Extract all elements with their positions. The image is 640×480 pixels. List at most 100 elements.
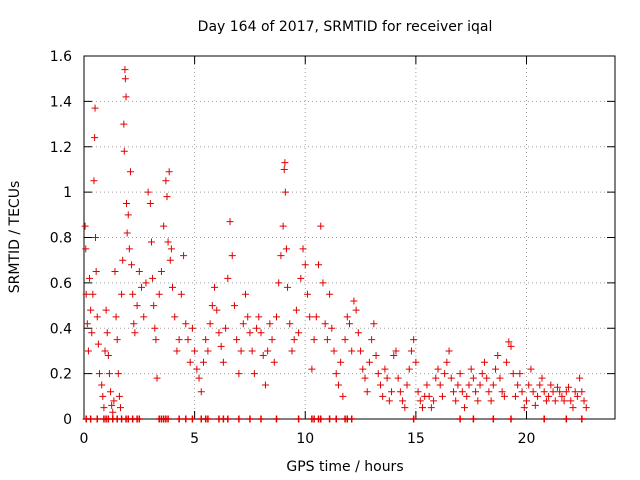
data-point [425,392,433,400]
data-point [186,358,194,366]
data-point [452,397,460,405]
data-point [549,388,557,396]
data-point [81,222,89,230]
data-point [516,370,524,378]
data-point [496,374,504,382]
data-point [458,388,466,396]
data-point-zero [135,415,143,423]
data-point [131,329,139,337]
data-point [92,234,100,241]
data-point [542,397,550,405]
data-point [217,342,225,350]
data-point [407,347,415,355]
data-point [163,193,171,201]
data-point [343,313,351,321]
y-axis-label: SRMTID / TECUs [7,181,23,294]
y-tick-label: 1.4 [50,94,72,110]
data-point [177,290,185,298]
data-point [565,383,573,391]
data-point [301,261,309,269]
data-point [188,324,196,332]
data-point [332,370,340,378]
x-tick-label: 10 [296,431,314,447]
data-point-zero [507,415,515,423]
data-point [438,392,446,400]
data-point [419,404,427,412]
data-point [534,392,542,400]
data-point-zero [257,415,265,423]
data-point [129,290,137,298]
data-point [122,93,130,101]
data-point [191,347,199,355]
data-point [374,370,382,378]
data-point [92,268,100,276]
data-point [531,401,539,409]
y-tick-label: 1.6 [50,49,72,65]
data-point [449,388,457,396]
data-point [173,347,181,355]
data-point [122,199,130,207]
data-point [83,320,91,328]
data-point [104,351,112,359]
data-point [233,336,241,344]
y-tick-label: 0 [63,412,72,428]
data-point [279,222,287,230]
data-point [363,388,371,396]
data-point [295,329,303,337]
data-point [219,358,227,366]
data-point [368,336,376,344]
data-point [326,290,334,298]
data-point [91,134,99,142]
data-point-zero [204,415,212,423]
data-point [334,381,342,389]
data-point [503,358,511,366]
data-point [414,388,422,396]
data-point [133,302,141,310]
data-point [140,313,148,321]
data-point [505,338,513,346]
data-point [403,381,411,389]
data-point [560,397,568,405]
data-point-zero [469,415,477,423]
data-point [128,261,136,269]
data-point [222,324,230,332]
data-point [281,159,289,167]
data-point [576,374,584,382]
data-point [447,374,455,382]
data-point-zero [175,415,183,423]
data-point [323,336,331,344]
y-tick-label: 0.6 [50,276,72,292]
data-point [105,370,113,378]
data-point [339,392,347,400]
data-point [193,365,201,373]
data-point [405,365,413,373]
data-point-zero [295,415,303,423]
data-point [113,336,121,344]
data-point [511,392,519,400]
data-point [553,383,561,391]
data-point [87,306,95,314]
data-point [376,381,384,389]
data-point [182,320,190,328]
data-point [436,381,444,389]
data-point [381,365,389,373]
data-point [416,397,424,405]
data-point [246,329,254,337]
data-point [567,397,575,405]
data-point-zero [87,415,95,423]
data-point [489,381,497,389]
data-point [90,177,98,185]
data-point [261,381,269,389]
x-axis-label: GPS time / hours [286,459,403,475]
data-point [108,401,116,409]
data-point [350,297,358,305]
data-point-zero [317,415,325,423]
data-point-zero [540,415,548,423]
data-point [195,374,203,382]
data-point [266,320,274,328]
data-point [456,370,464,378]
data-point [463,392,471,400]
data-point [359,365,367,373]
data-point [520,404,528,412]
data-point [357,347,365,355]
